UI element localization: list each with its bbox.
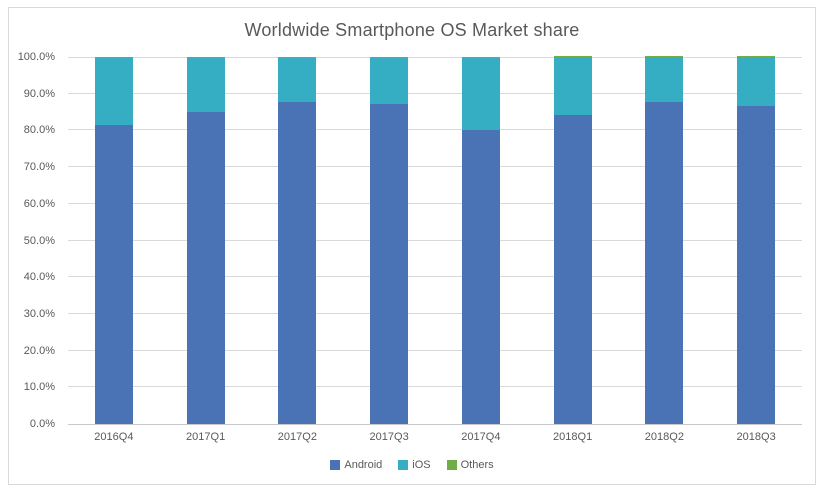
x-tick-label-2016Q4: 2016Q4 (94, 431, 134, 443)
bar-segment-ios-2018Q1 (553, 57, 592, 115)
y-tick-label: 80.0% (23, 124, 55, 136)
y-tick-label: 60.0% (23, 198, 55, 210)
bar-segment-others-2017Q1 (186, 57, 225, 59)
bar-segment-others-2018Q3 (737, 56, 776, 58)
y-tick-label: 50.0% (23, 235, 55, 247)
bar-segment-ios-2017Q1 (186, 58, 225, 113)
legend-item-ios: iOS (398, 459, 431, 471)
gridline (68, 350, 802, 351)
bar-segment-ios-2017Q4 (461, 57, 500, 131)
y-tick-label: 30.0% (23, 308, 55, 320)
bar-segment-android-2017Q4 (461, 130, 500, 424)
legend-swatch-others (446, 460, 457, 470)
bar-group-2018Q3 (737, 56, 776, 424)
bar-segment-android-2017Q1 (186, 112, 225, 424)
bar-segment-others-2018Q1 (553, 56, 592, 58)
y-tick-label: 10.0% (23, 381, 55, 393)
y-tick-label: 0.0% (29, 418, 55, 430)
legend-item-others: Others (446, 459, 494, 471)
y-tick-label: 70.0% (23, 161, 55, 173)
bar-segment-others-2017Q4 (461, 56, 500, 58)
bar-segment-ios-2017Q2 (278, 57, 317, 102)
bar-group-2017Q2 (278, 56, 317, 424)
y-tick-label: 90.0% (23, 88, 55, 100)
bar-group-2017Q4 (461, 56, 500, 424)
bar-segment-android-2016Q4 (94, 125, 133, 424)
gridline (68, 313, 802, 314)
bar-group-2017Q1 (186, 57, 225, 424)
gridline (68, 93, 802, 94)
bar-segment-ios-2016Q4 (94, 58, 133, 126)
x-tick-label-2018Q3: 2018Q3 (736, 431, 776, 443)
bar-segment-ios-2018Q3 (737, 57, 776, 107)
legend-label-ios: iOS (412, 459, 431, 471)
legend-swatch-android (330, 460, 341, 470)
bar-group-2016Q4 (94, 57, 133, 424)
bar-group-2017Q3 (370, 56, 409, 424)
gridline (68, 276, 802, 277)
bar-segment-others-2016Q4 (94, 57, 133, 59)
x-tick-label-2017Q2: 2017Q2 (277, 431, 317, 443)
gridline (68, 129, 802, 130)
gridline (68, 240, 802, 241)
bar-segment-others-2018Q2 (645, 56, 684, 58)
bar-segment-ios-2018Q2 (645, 57, 684, 102)
x-tick-label-2017Q4: 2017Q4 (461, 431, 501, 443)
y-tick-label: 100.0% (17, 51, 55, 63)
legend-label-others: Others (460, 459, 494, 471)
bar-segment-android-2018Q1 (553, 115, 592, 424)
gridline (68, 203, 802, 204)
y-tick-label: 40.0% (23, 271, 55, 283)
legend-label-android: Android (344, 459, 383, 471)
gridline (68, 166, 802, 167)
bar-group-2018Q1 (553, 56, 592, 424)
bar-segment-android-2018Q2 (645, 101, 684, 424)
legend-swatch-ios (398, 460, 409, 470)
legend-item-android: Android (330, 459, 382, 471)
bar-segment-others-2017Q3 (370, 56, 409, 58)
bar-segment-android-2017Q2 (278, 101, 317, 424)
x-tick-label-2018Q1: 2018Q1 (553, 431, 593, 443)
chart-title: Worldwide Smartphone OS Market share (244, 20, 580, 40)
bar-segment-android-2017Q3 (370, 103, 409, 424)
legend: Android iOS Others (9, 459, 815, 471)
x-axis-line (68, 424, 802, 425)
bar-group-2018Q2 (645, 56, 684, 424)
gridline (68, 57, 802, 58)
bar-segment-others-2017Q2 (278, 56, 317, 58)
x-tick-label-2018Q2: 2018Q2 (644, 431, 684, 443)
gridline (68, 386, 802, 387)
x-tick-label-2017Q3: 2017Q3 (369, 431, 409, 443)
plot-area (68, 56, 802, 425)
x-tick-label-2017Q1: 2017Q1 (186, 431, 226, 443)
chart-frame: Worldwide Smartphone OS Market share And… (8, 7, 816, 485)
bar-segment-ios-2017Q3 (370, 57, 409, 104)
y-tick-label: 20.0% (23, 345, 55, 357)
bar-segment-android-2018Q3 (737, 106, 776, 424)
